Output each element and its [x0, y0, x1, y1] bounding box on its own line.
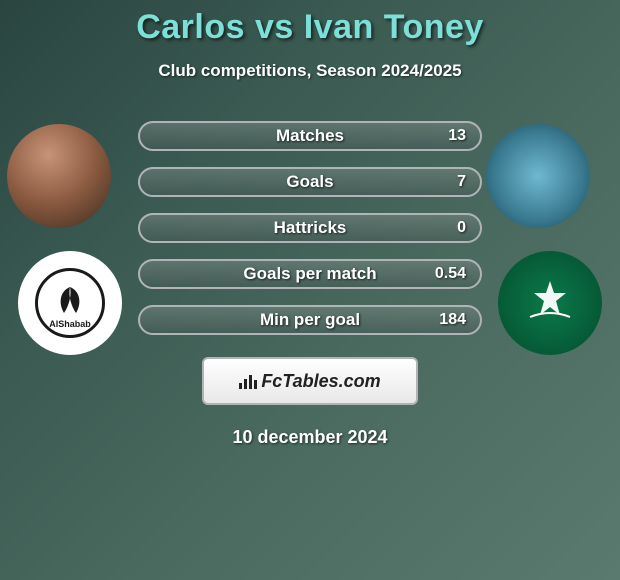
club-left-label: AlShabab [49, 319, 91, 329]
player-right-avatar [486, 124, 590, 228]
stat-row: Min per goal 184 [138, 305, 482, 335]
club-right-logo [498, 251, 602, 355]
stat-label: Min per goal [140, 310, 480, 330]
player-left-avatar [7, 124, 111, 228]
stat-row: Hattricks 0 [138, 213, 482, 243]
stat-value: 13 [448, 127, 466, 145]
subtitle: Club competitions, Season 2024/2025 [0, 61, 620, 81]
club-left-logo: AlShabab [18, 251, 122, 355]
emblem-icon [520, 273, 580, 333]
date-text: 10 december 2024 [0, 427, 620, 448]
brand-text: FcTables.com [261, 371, 380, 392]
stat-row: Matches 13 [138, 121, 482, 151]
page-title: Carlos vs Ivan Toney [0, 8, 620, 47]
stat-row: Goals 7 [138, 167, 482, 197]
brand-badge: FcTables.com [202, 357, 418, 405]
stat-label: Matches [140, 126, 480, 146]
leaf-icon [50, 283, 90, 323]
stat-value: 7 [457, 173, 466, 191]
bars-icon [239, 373, 257, 389]
stat-value: 184 [439, 311, 466, 329]
stat-label: Goals [140, 172, 480, 192]
stat-label: Goals per match [140, 264, 480, 284]
stat-value: 0 [457, 219, 466, 237]
stat-value: 0.54 [435, 265, 466, 283]
stat-row: Goals per match 0.54 [138, 259, 482, 289]
stat-label: Hattricks [140, 218, 480, 238]
